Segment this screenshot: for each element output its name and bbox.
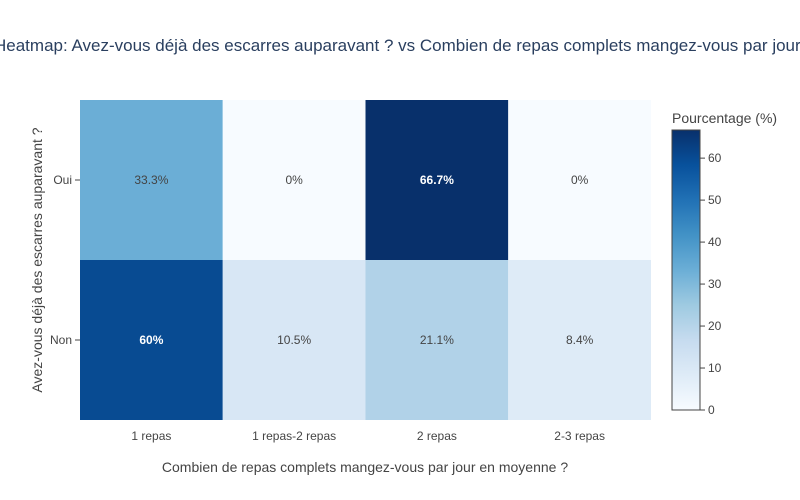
y-tick-label: Non xyxy=(50,333,72,347)
heatmap-cell xyxy=(80,100,223,260)
heatmap-cell xyxy=(80,260,223,420)
cell-label: 10.5% xyxy=(277,333,311,347)
x-tick-label: 2 repas xyxy=(417,429,457,443)
cell-label: 66.7% xyxy=(420,173,454,187)
colorbar-tick-label: 10 xyxy=(708,361,722,375)
colorbar-tick-label: 40 xyxy=(708,235,722,249)
cell-label: 8.4% xyxy=(566,333,594,347)
colorbar-tick-label: 60 xyxy=(708,151,722,165)
heatmap-cell xyxy=(508,100,651,260)
x-tick-label: 1 repas xyxy=(131,429,171,443)
cell-label: 0% xyxy=(285,173,303,187)
x-axis-title: Combien de repas complets mangez-vous pa… xyxy=(162,459,568,475)
colorbar xyxy=(671,129,701,411)
x-tick-label: 2-3 repas xyxy=(554,429,605,443)
y-tick-label: Oui xyxy=(53,173,72,187)
colorbar-tick-label: 20 xyxy=(708,319,722,333)
chart-title: Heatmap: Avez-vous déjà des escarres aup… xyxy=(0,36,800,55)
colorbar-title: Pourcentage (%) xyxy=(672,110,777,126)
cell-label: 60% xyxy=(139,333,163,347)
heatmap-cell xyxy=(222,100,366,260)
heatmap-cell xyxy=(222,260,366,420)
colorbar-tick-label: 50 xyxy=(708,193,722,207)
cell-label: 21.1% xyxy=(420,333,454,347)
heatmap-cell xyxy=(365,100,509,260)
y-axis-title: Avez-vous déjà des escarres auparavant ? xyxy=(29,127,45,392)
cell-label: 33.3% xyxy=(134,173,168,187)
colorbar-tick-label: 0 xyxy=(708,403,715,417)
heatmap-cell xyxy=(508,260,651,420)
colorbar-tick-label: 30 xyxy=(708,277,722,291)
cell-label: 0% xyxy=(571,173,589,187)
heatmap-cell xyxy=(365,260,509,420)
x-tick-label: 1 repas-2 repas xyxy=(252,429,336,443)
